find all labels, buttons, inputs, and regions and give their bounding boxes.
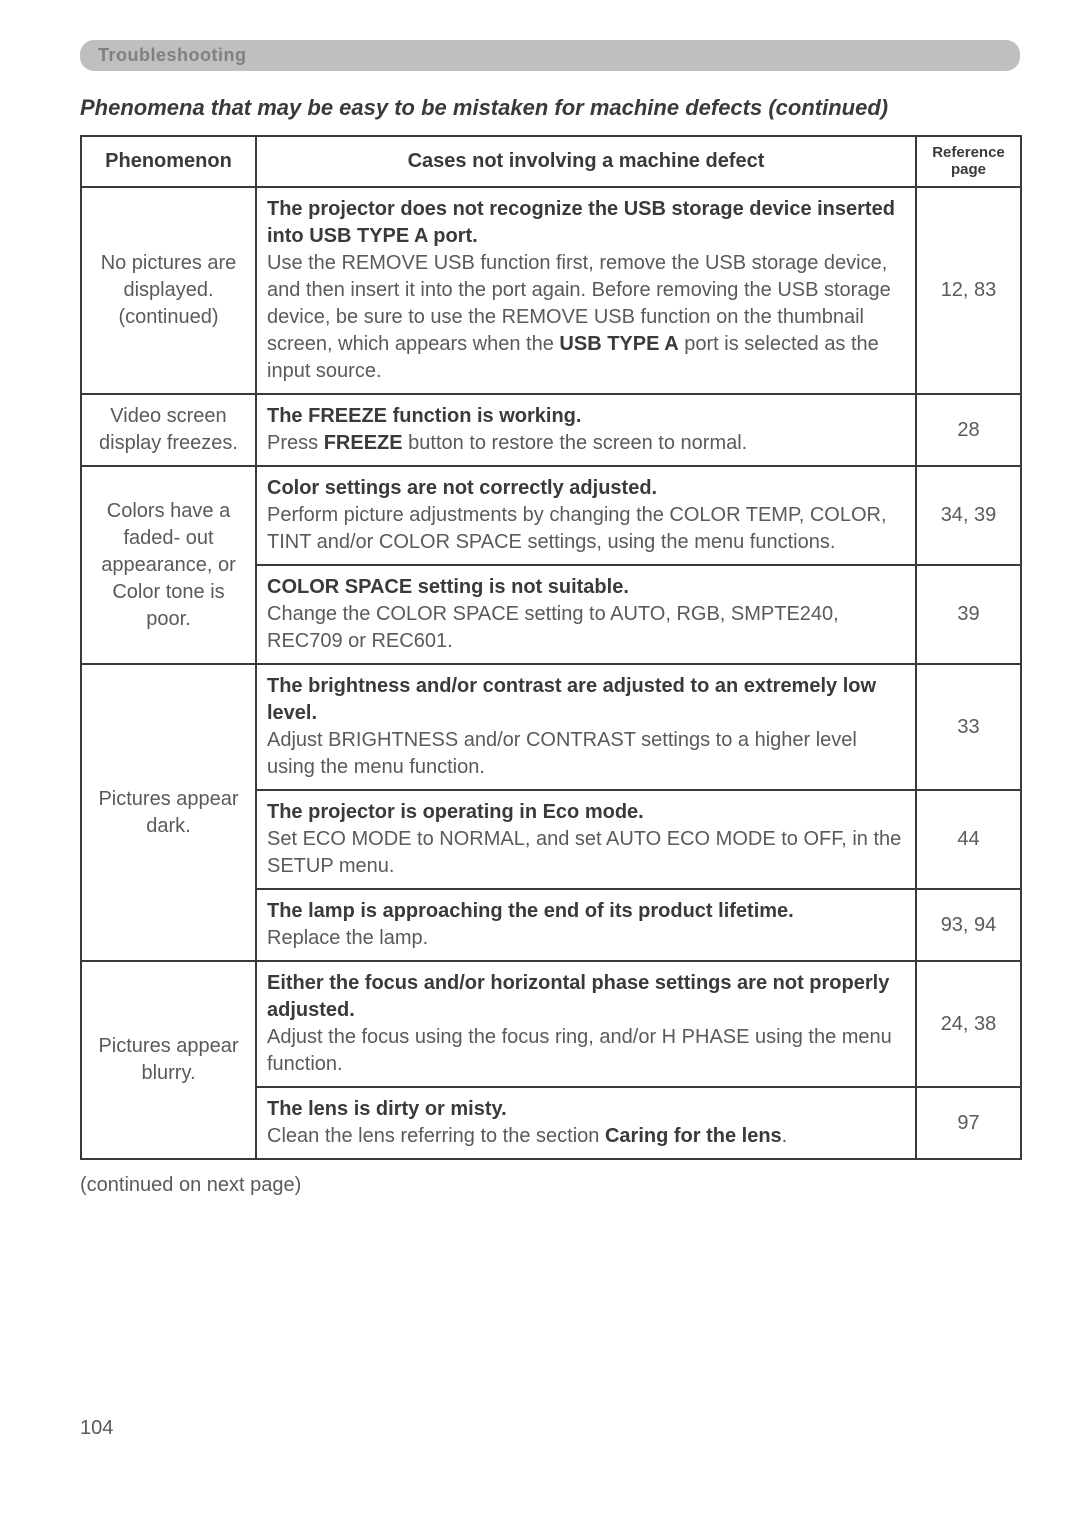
case-body-post: button to restore the screen to normal. <box>403 432 748 454</box>
case-cell: The projector does not recognize the USB… <box>256 187 916 394</box>
case-cell: The brightness and/or contrast are adjus… <box>256 664 916 790</box>
case-cell: COLOR SPACE setting is not suitable. Cha… <box>256 565 916 664</box>
table-row: Pictures appear blurry. Either the focus… <box>81 961 1021 1087</box>
case-cell: Color settings are not correctly adjuste… <box>256 466 916 565</box>
phenomenon-cell: Pictures appear blurry. <box>81 961 256 1159</box>
case-cell: Either the focus and/or horizontal phase… <box>256 961 916 1087</box>
reference-cell: 44 <box>916 790 1021 889</box>
case-body-post: . <box>782 1125 788 1147</box>
case-lead: Color settings are not correctly adjuste… <box>267 477 657 499</box>
case-lead: The FREEZE function is working. <box>267 405 581 427</box>
phenomenon-cell: Video screen display freezes. <box>81 394 256 466</box>
reference-cell: 97 <box>916 1087 1021 1159</box>
header-phenomenon: Phenomenon <box>81 136 256 187</box>
case-bold-inline: FREEZE <box>324 432 403 454</box>
reference-cell: 12, 83 <box>916 187 1021 394</box>
case-body-pre: Press <box>267 432 324 454</box>
table-header-row: Phenomenon Cases not involving a machine… <box>81 136 1021 187</box>
section-pill: Troubleshooting <box>80 40 1020 71</box>
reference-cell: 28 <box>916 394 1021 466</box>
case-cell: The FREEZE function is working. Press FR… <box>256 394 916 466</box>
continued-note: (continued on next page) <box>80 1174 1020 1197</box>
case-cell: The lens is dirty or misty. Clean the le… <box>256 1087 916 1159</box>
case-cell: The projector is operating in Eco mode. … <box>256 790 916 889</box>
section-label: Troubleshooting <box>98 45 247 65</box>
case-lead: The lamp is approaching the end of its p… <box>267 900 794 922</box>
case-bold-inline: USB TYPE A <box>559 333 678 355</box>
page-subtitle: Phenomena that may be easy to be mistake… <box>80 95 1020 121</box>
phenomenon-cell: No pictures are displayed. (continued) <box>81 187 256 394</box>
reference-cell: 24, 38 <box>916 961 1021 1087</box>
case-cell: The lamp is approaching the end of its p… <box>256 889 916 961</box>
table-row: Video screen display freezes. The FREEZE… <box>81 394 1021 466</box>
case-body-pre: Clean the lens referring to the section <box>267 1125 605 1147</box>
troubleshooting-table: Phenomenon Cases not involving a machine… <box>80 135 1022 1160</box>
case-body: Adjust the focus using the focus ring, a… <box>267 1026 892 1075</box>
reference-cell: 33 <box>916 664 1021 790</box>
case-lead: The projector does not recognize the USB… <box>267 198 895 247</box>
case-lead: The lens is dirty or misty. <box>267 1098 507 1120</box>
case-body: Change the COLOR SPACE setting to AUTO, … <box>267 603 839 652</box>
case-lead: Either the focus and/or horizontal phase… <box>267 972 889 1021</box>
table-row: No pictures are displayed. (continued) T… <box>81 187 1021 394</box>
reference-cell: 93, 94 <box>916 889 1021 961</box>
phenomenon-cell: Pictures appear dark. <box>81 664 256 961</box>
header-cases: Cases not involving a machine defect <box>256 136 916 187</box>
table-row: Colors have a faded- out appearance, or … <box>81 466 1021 565</box>
case-body: Replace the lamp. <box>267 927 428 949</box>
case-lead: COLOR SPACE setting is not suitable. <box>267 576 629 598</box>
reference-cell: 34, 39 <box>916 466 1021 565</box>
case-body: Perform picture adjustments by changing … <box>267 504 887 553</box>
case-lead: The brightness and/or contrast are adjus… <box>267 675 876 724</box>
table-row: Pictures appear dark. The brightness and… <box>81 664 1021 790</box>
page-number: 104 <box>80 1417 1020 1440</box>
phenomenon-cell: Colors have a faded- out appearance, or … <box>81 466 256 664</box>
case-bold-inline: Caring for the lens <box>605 1125 782 1147</box>
case-body: Set ECO MODE to NORMAL, and set AUTO ECO… <box>267 828 901 877</box>
reference-cell: 39 <box>916 565 1021 664</box>
header-reference: Reference page <box>916 136 1021 187</box>
case-lead: The projector is operating in Eco mode. <box>267 801 644 823</box>
case-body: Adjust BRIGHTNESS and/or CONTRAST settin… <box>267 729 857 778</box>
